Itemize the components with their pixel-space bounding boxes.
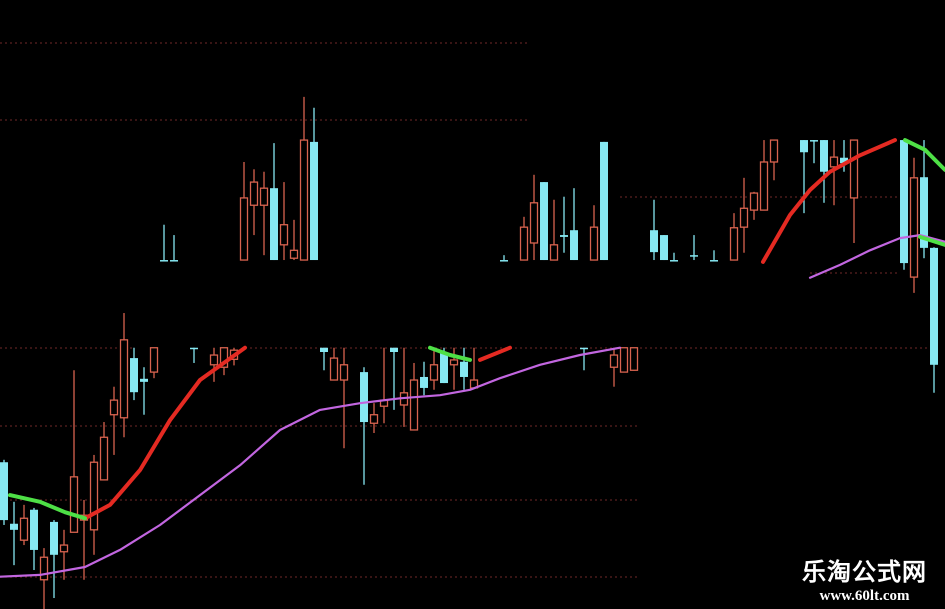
candle-body-up: [759, 161, 769, 211]
candle-body-up: [39, 556, 49, 581]
ma-rising-line: [83, 345, 247, 521]
candle-body-down: [140, 378, 148, 382]
candle-body-down: [920, 177, 928, 248]
candle-body-down: [460, 361, 468, 377]
candle-body-down: [390, 347, 398, 353]
candle-body-up: [909, 177, 919, 278]
candle-body-up: [219, 347, 229, 368]
candle-body-up: [109, 399, 119, 416]
candle-body-up: [289, 249, 299, 259]
candle-body-up: [739, 207, 749, 228]
ma-falling-line: [918, 234, 945, 247]
candle-body-down: [660, 235, 668, 261]
candle-body-up: [279, 224, 289, 246]
candle-body-up: [849, 139, 859, 199]
candle-body-down: [580, 347, 588, 350]
candle-body-up: [59, 544, 69, 553]
watermark-url: www.60lt.com: [819, 588, 910, 604]
candle-body-down: [420, 376, 428, 388]
candle-body-down: [160, 260, 168, 262]
candle-body-up: [619, 347, 629, 373]
ma-rising-line: [478, 345, 512, 362]
candle-body-up: [119, 339, 129, 419]
candle-body-up: [19, 517, 29, 541]
candle-body-down: [800, 140, 808, 153]
candle-body-down: [650, 230, 658, 253]
candle-body-up: [449, 359, 459, 366]
candle-body-down: [10, 523, 18, 530]
candle-body-up: [329, 357, 339, 381]
candle-body-down: [570, 230, 578, 261]
candle-body-down: [320, 347, 328, 353]
candle-body-down: [560, 235, 568, 237]
candle-body-down: [50, 521, 58, 555]
candle-body-up: [99, 436, 109, 481]
ma-long-line: [0, 346, 622, 578]
candle-body-down: [540, 182, 548, 261]
candle-body-up: [629, 347, 639, 371]
candle-body-down: [500, 260, 508, 262]
watermark: 乐淘公式网 www.60lt.com: [802, 557, 927, 605]
candle-body-down: [440, 353, 448, 384]
candle-body-up: [729, 227, 739, 261]
ma-falling-line: [903, 138, 945, 172]
ma-falling-line: [428, 345, 472, 362]
candle-body-up: [149, 347, 159, 373]
candle-body-down: [270, 188, 278, 261]
candle-body-down: [30, 509, 38, 550]
candle-body-down: [600, 141, 608, 261]
candle-body-down: [0, 462, 8, 521]
candle-body-up: [549, 244, 559, 261]
candle-body-up: [89, 461, 99, 531]
candle-body-up: [69, 476, 79, 533]
candle-body-up: [339, 364, 349, 381]
candle-body-down: [310, 141, 318, 261]
candle-body-up: [769, 139, 779, 163]
candle-body-up: [529, 202, 539, 244]
candle-body-down: [820, 140, 828, 172]
candle-body-down: [360, 372, 368, 423]
candle-body-down: [670, 260, 678, 262]
candle-body-down: [130, 358, 138, 393]
candle-body-down: [170, 260, 178, 262]
candle-body-down: [840, 157, 848, 164]
candle-body-up: [749, 192, 759, 211]
candle-body-up: [409, 379, 419, 431]
ma-rising-line: [761, 138, 897, 264]
candle-body-up: [609, 354, 619, 368]
candle-body-up: [589, 226, 599, 261]
candle-body-up: [369, 414, 379, 424]
candle-body-down: [930, 247, 938, 365]
candle-body-up: [209, 354, 219, 366]
candle-body-up: [249, 181, 259, 206]
candle-body-up: [299, 139, 309, 261]
watermark-name: 乐淘公式网: [802, 558, 927, 586]
candle-body-up: [429, 364, 439, 381]
candle-body-up: [259, 187, 269, 206]
candle-body-down: [900, 140, 908, 264]
candle-body-up: [829, 156, 839, 168]
candle-body-down: [690, 255, 698, 257]
candle-body-down: [810, 140, 818, 142]
candle-body-down: [710, 260, 718, 262]
candle-body-up: [519, 226, 529, 261]
candle-body-down: [190, 347, 198, 350]
ma-falling-line: [8, 493, 87, 521]
candle-body-up: [239, 197, 249, 261]
